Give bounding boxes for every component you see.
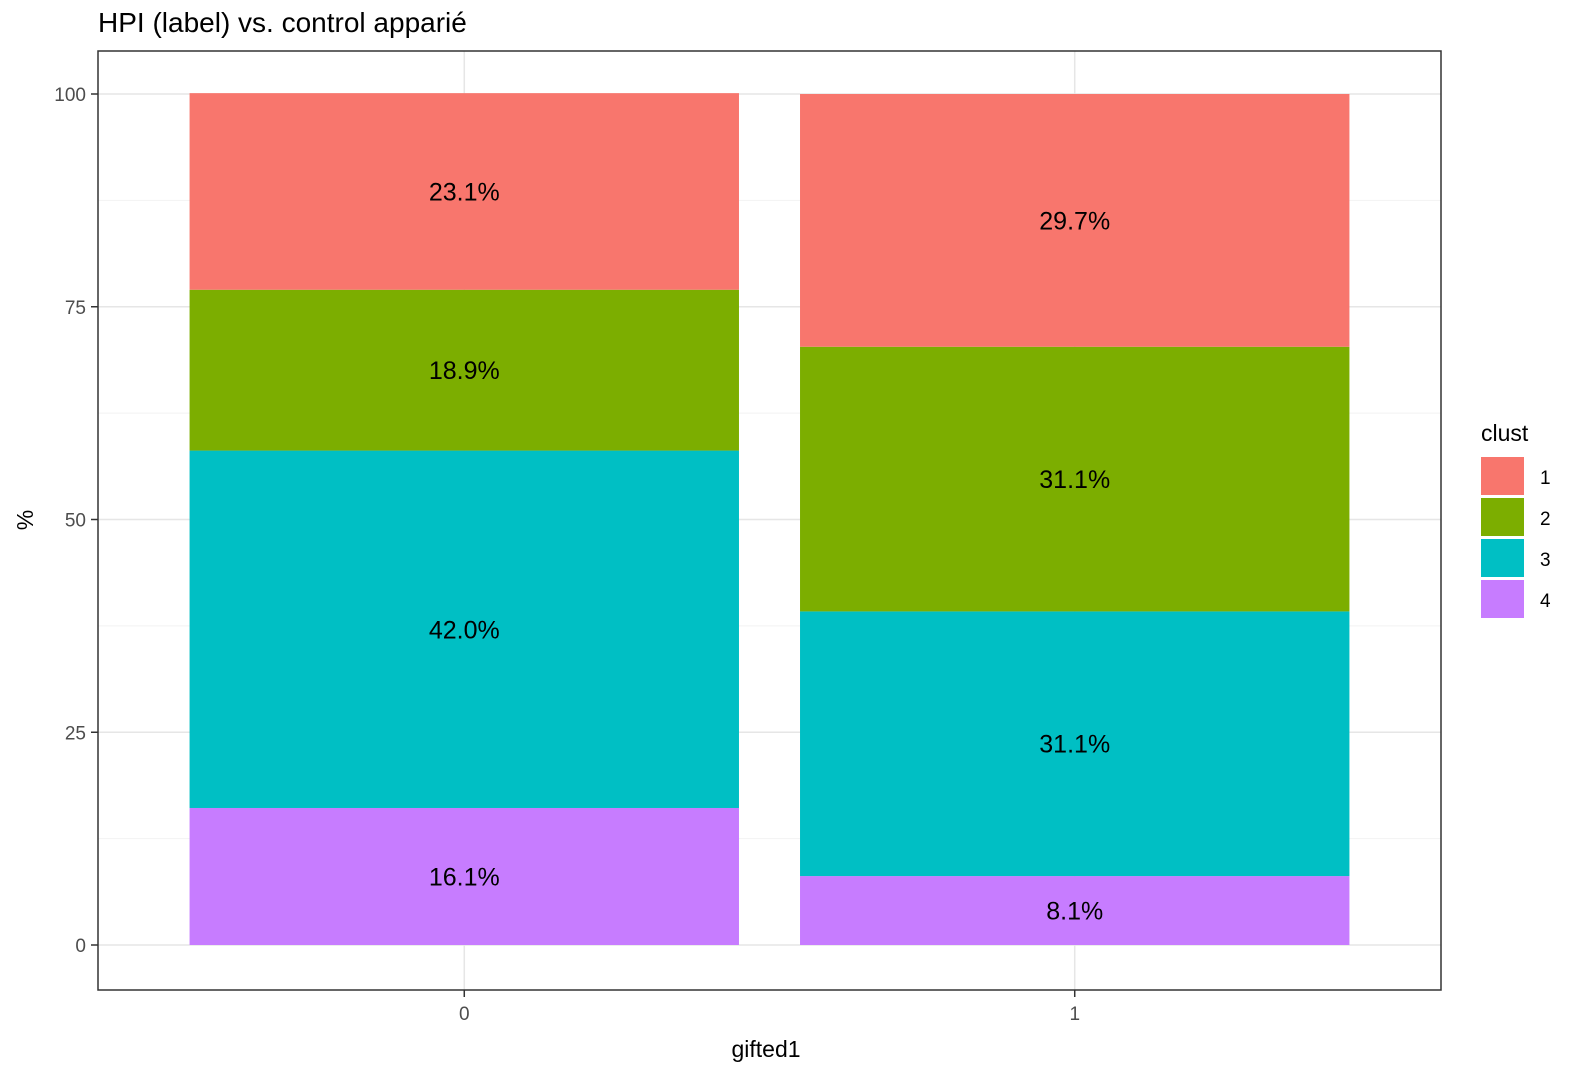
plot-border bbox=[97, 50, 1442, 991]
x-axis-title: gifted1 bbox=[731, 1036, 800, 1062]
legend-label: 2 bbox=[1540, 509, 1551, 530]
x-tick-label: 0 bbox=[459, 1004, 470, 1025]
bar-label: 8.1% bbox=[1046, 898, 1103, 926]
bar-label: 42.0% bbox=[429, 616, 500, 644]
bar-label: 16.1% bbox=[429, 863, 500, 891]
bar-label: 18.9% bbox=[429, 357, 500, 385]
y-axis-title: % bbox=[12, 510, 38, 530]
legend-key-1 bbox=[1481, 457, 1524, 495]
bar-labels: 16.1% 42.0% 18.9% 23.1% 8.1% 31.1% 31.1% 29.7% bbox=[429, 178, 1110, 925]
bar-segment-clust-2-gifted-0 bbox=[189, 289, 739, 451]
bar-segment-clust-1-gifted-1 bbox=[800, 94, 1350, 347]
legend-items: 1 2 3 4 bbox=[1481, 457, 1551, 618]
legend-label: 1 bbox=[1540, 468, 1551, 489]
y-tick-label: 75 bbox=[65, 298, 86, 319]
legend-key-2 bbox=[1481, 498, 1524, 536]
legend: clust 1 2 3 4 bbox=[1481, 420, 1551, 618]
legend-title: clust bbox=[1481, 420, 1529, 446]
bar-label: 23.1% bbox=[429, 178, 500, 206]
bar-label: 29.7% bbox=[1039, 207, 1110, 235]
x-tick-label: 1 bbox=[1069, 1004, 1080, 1025]
bar-segment-clust-3-gifted-1 bbox=[800, 611, 1350, 877]
bar-segment-clust-2-gifted-1 bbox=[800, 346, 1350, 612]
legend-key-3 bbox=[1481, 539, 1524, 577]
y-tick-label: 100 bbox=[54, 85, 86, 106]
legend-label: 4 bbox=[1540, 591, 1551, 612]
bar-label: 31.1% bbox=[1039, 466, 1110, 494]
bar-segment-clust-4-gifted-1 bbox=[800, 876, 1350, 945]
bar-segment-clust-4-gifted-0 bbox=[189, 807, 739, 945]
y-tick-label: 0 bbox=[75, 936, 86, 957]
y-axis: 0 25 50 75 100 bbox=[54, 85, 98, 957]
bar-segment-clust-3-gifted-0 bbox=[189, 450, 739, 808]
y-tick-label: 50 bbox=[65, 511, 86, 532]
legend-label: 3 bbox=[1540, 550, 1551, 571]
y-tick-label: 25 bbox=[65, 723, 86, 744]
chart-title: HPI (label) vs. control apparié bbox=[98, 7, 467, 38]
bars bbox=[189, 93, 1350, 945]
legend-key-4 bbox=[1481, 580, 1524, 618]
bar-label: 31.1% bbox=[1039, 731, 1110, 759]
plot-panel: 16.1% 42.0% 18.9% 23.1% 8.1% 31.1% 31.1% 29.7% bbox=[97, 50, 1442, 991]
bar-segment-clust-1-gifted-0 bbox=[189, 93, 739, 290]
